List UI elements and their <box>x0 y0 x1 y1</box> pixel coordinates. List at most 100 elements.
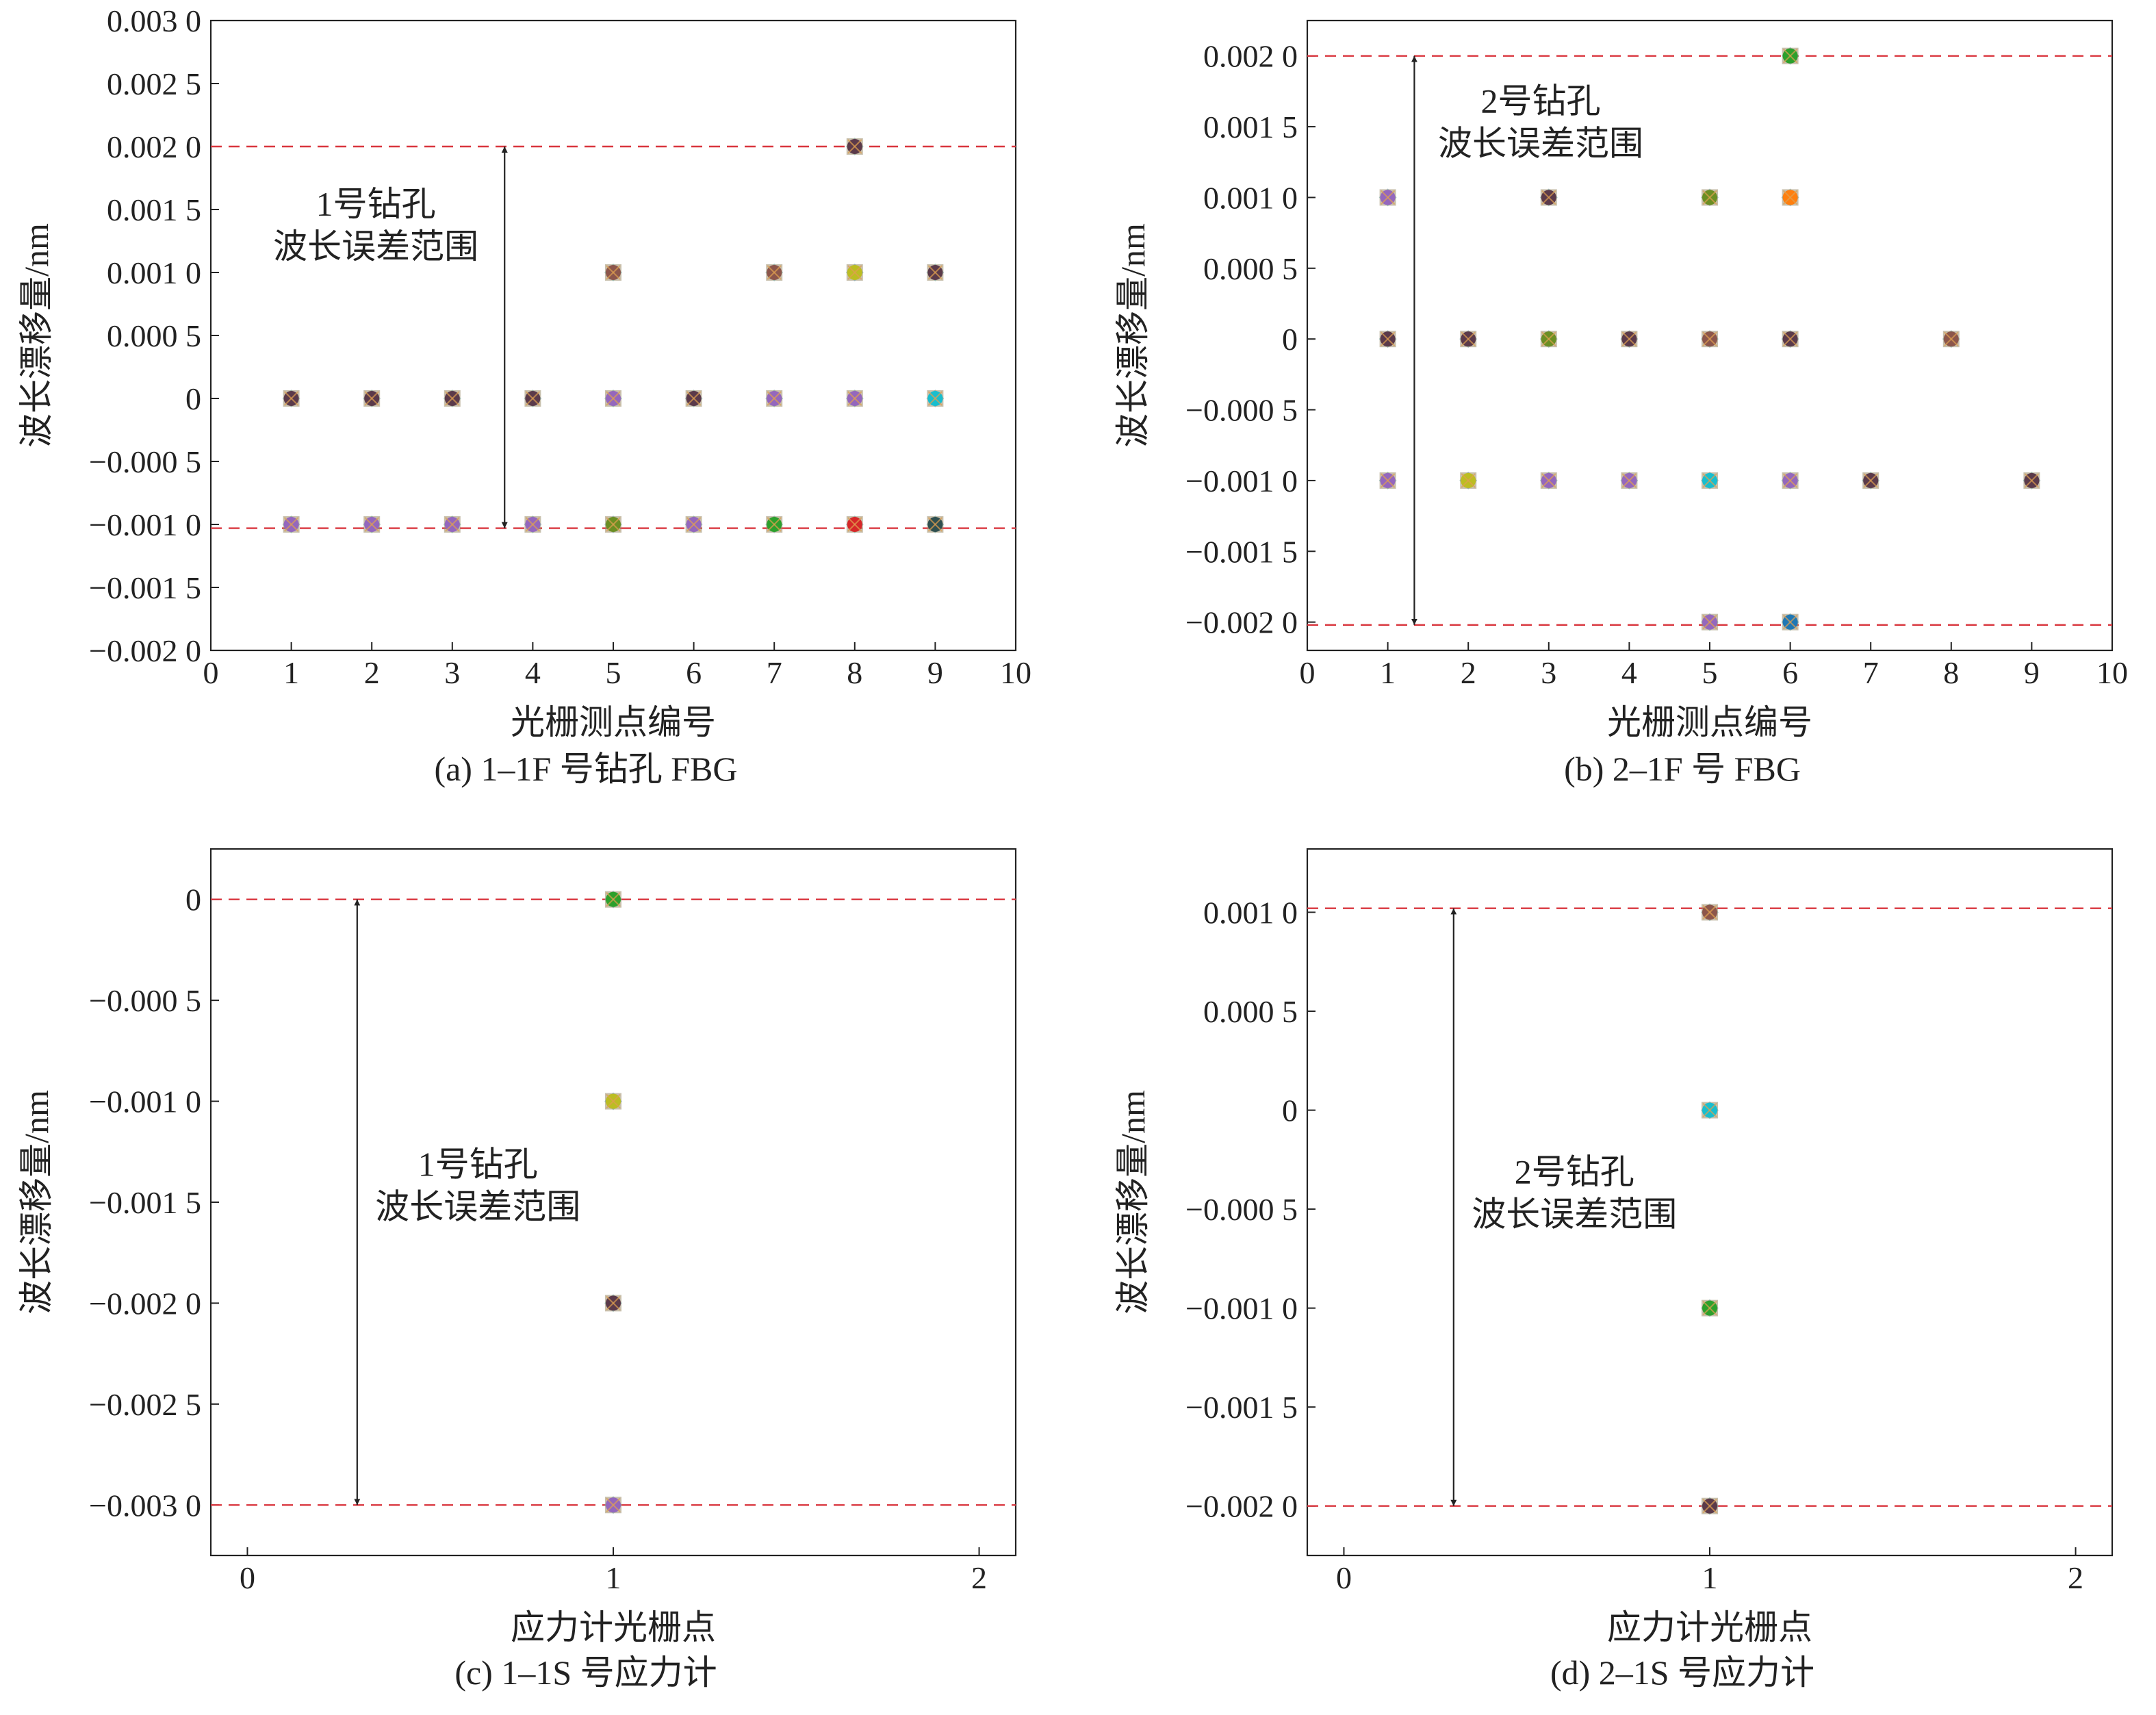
data-point <box>845 390 864 407</box>
data-point <box>1539 330 1558 348</box>
data-point <box>524 516 542 533</box>
y-axis-label: 波长漂移量/nm <box>17 223 55 448</box>
x-tick-label: 10 <box>1000 655 1031 690</box>
y-tick-label: 0 <box>185 381 201 416</box>
x-tick-label: 2 <box>1461 655 1476 690</box>
y-tick-label: −0.002 0 <box>89 633 201 668</box>
data-point <box>604 516 622 533</box>
x-axis-label: 应力计光栅点 <box>1607 1608 1812 1647</box>
data-point <box>1701 1101 1719 1119</box>
x-tick-label: 2 <box>364 655 380 690</box>
data-point <box>684 516 703 533</box>
data-point <box>1539 188 1558 207</box>
y-tick-label: −0.002 0 <box>1185 605 1298 640</box>
panel-c-chart: (c) 1–1S 号应力计 0 1 2 0 −0.000 5 −0.001 0 −0.001… <box>17 848 1017 1692</box>
x-tick-label: 4 <box>525 655 541 690</box>
x-tick-label: 0 <box>1300 655 1316 690</box>
x-axis-label: 光栅测点编号 <box>1607 703 1812 741</box>
data-point <box>926 390 945 407</box>
data-point <box>1701 1299 1719 1317</box>
range-annotation: 1号钻孔波长误差范围 <box>273 185 478 266</box>
data-point <box>1701 471 1719 490</box>
y-tick-label: 0.000 5 <box>1203 994 1298 1029</box>
x-tick-label: 3 <box>444 655 460 690</box>
y-tick-label: −0.002 5 <box>89 1387 201 1422</box>
data-point <box>604 1294 622 1312</box>
data-point <box>845 264 864 281</box>
y-tick-label: 0 <box>1282 322 1298 357</box>
data-point <box>2023 471 2041 490</box>
x-tick-label: 10 <box>2096 655 2128 690</box>
data-point <box>765 264 784 281</box>
panel-b-chart: (b) 2–1F 号 FBG 0 1 2 3 4 5 6 7 8 9 10 0.002 0 0.001 … <box>1114 19 2128 788</box>
data-point <box>1781 613 1799 631</box>
x-tick-label: 7 <box>1863 655 1879 690</box>
data-point <box>604 1496 622 1514</box>
data-point <box>1781 471 1799 490</box>
data-point <box>1781 330 1799 348</box>
x-tick-label: 1 <box>283 655 299 690</box>
y-tick-label: 0.002 0 <box>107 129 201 164</box>
plot-frame <box>209 848 1017 1557</box>
y-tick-label: −0.003 0 <box>89 1488 201 1523</box>
data-point <box>363 516 381 533</box>
x-tick-label: 8 <box>1943 655 1959 690</box>
y-tick-label: −0.001 0 <box>89 1084 201 1119</box>
panel-c-caption: (c) 1–1S 号应力计 <box>454 1653 717 1692</box>
y-tick-label: −0.000 5 <box>89 444 201 479</box>
data-point <box>845 516 864 533</box>
x-tick-label: 6 <box>1782 655 1798 690</box>
y-tick-label: −0.001 5 <box>1185 1390 1298 1425</box>
x-tick-label: 3 <box>1541 655 1556 690</box>
x-tick-label: 6 <box>686 655 702 690</box>
data-point <box>1459 330 1478 348</box>
y-tick-label: 0.001 0 <box>1203 895 1298 930</box>
data-point <box>1539 471 1558 490</box>
y-tick-label: 0.003 0 <box>107 3 201 38</box>
x-tick-label: 1 <box>606 1560 621 1595</box>
y-tick-label: 0.001 0 <box>107 255 201 290</box>
y-tick-label: 0.000 5 <box>107 318 201 353</box>
y-tick-label: −0.002 0 <box>1185 1489 1298 1524</box>
y-tick-label: −0.001 0 <box>1185 463 1298 498</box>
y-axis-label: 波长漂移量/nm <box>1114 1090 1152 1314</box>
data-point <box>684 390 703 407</box>
range-annotation: 2号钻孔波长误差范围 <box>1472 1153 1677 1234</box>
data-point <box>765 390 784 407</box>
data-point <box>363 390 381 407</box>
x-tick-label: 9 <box>2024 655 2040 690</box>
data-point <box>1942 330 1960 348</box>
data-point <box>1701 903 1719 922</box>
range-annotation: 1号钻孔波长误差范围 <box>375 1145 580 1226</box>
plot-frame <box>1306 848 2114 1557</box>
y-axis-label: 波长漂移量/nm <box>1114 223 1152 448</box>
data-point <box>1781 188 1799 207</box>
x-axis-label: 应力计光栅点 <box>511 1608 716 1647</box>
data-point <box>1781 47 1799 65</box>
data-point <box>604 390 622 407</box>
y-tick-label: 0.002 5 <box>107 66 201 101</box>
x-tick-label: 5 <box>1702 655 1718 690</box>
x-tick-label: 1 <box>1380 655 1396 690</box>
data-point <box>604 890 622 909</box>
panel-a-caption: (a) 1–1F 号钻孔 FBG <box>434 750 737 788</box>
y-tick-label: −0.001 5 <box>89 1185 201 1220</box>
data-point <box>443 390 461 407</box>
x-tick-label: 0 <box>1336 1560 1352 1595</box>
y-tick-label: 0 <box>185 882 201 917</box>
x-tick-label: 1 <box>1702 1560 1718 1595</box>
data-point <box>1378 471 1397 490</box>
x-tick-label: 2 <box>971 1560 987 1595</box>
data-point <box>926 264 945 281</box>
data-point <box>765 516 784 533</box>
panel-a-chart: (a) 1–1F 号钻孔 FBG 0 1 2 3 4 5 6 7 8 9 10 0.003 0 0.00… <box>17 3 1031 788</box>
panel-b-caption: (b) 2–1F 号 FBG <box>1564 750 1801 788</box>
data-point <box>1701 1497 1719 1515</box>
data-point <box>1378 330 1397 348</box>
x-axis-label: 光栅测点编号 <box>511 703 716 741</box>
y-tick-label: 0.001 5 <box>1203 110 1298 144</box>
x-tick-label: 2 <box>2068 1560 2083 1595</box>
y-tick-label: −0.000 5 <box>89 983 201 1018</box>
panel-d-caption: (d) 2–1S 号应力计 <box>1550 1653 1814 1692</box>
